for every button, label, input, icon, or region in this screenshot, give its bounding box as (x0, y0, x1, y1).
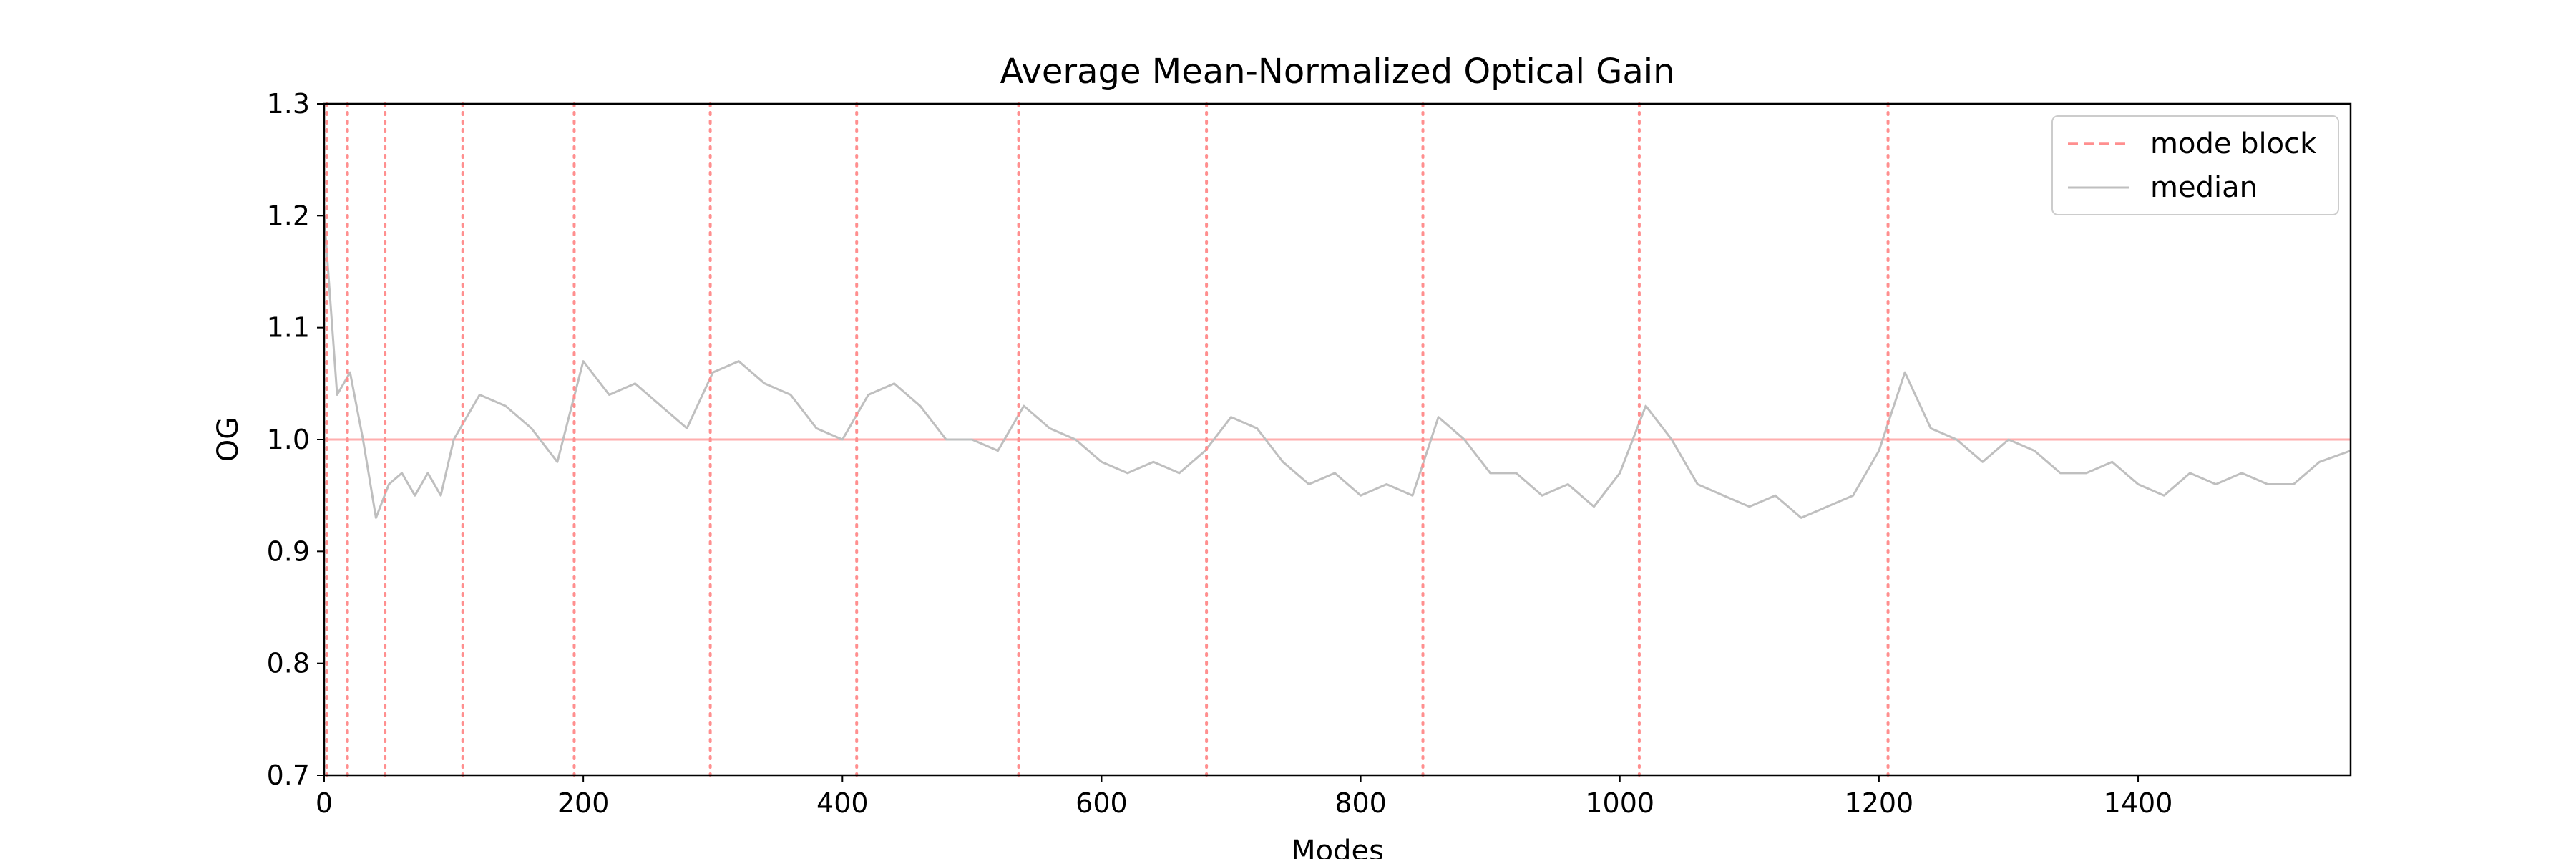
plot-area (323, 102, 2351, 777)
x-tick-label: 1000 (1585, 787, 1654, 819)
x-tick-label: 1400 (2104, 787, 2173, 819)
legend-median-label: median (2150, 171, 2258, 204)
y-tick-label: 0.8 (267, 648, 310, 679)
chart-title: Average Mean-Normalized Optical Gain (1000, 52, 1674, 92)
x-tick-label: 200 (557, 787, 610, 819)
series-line-median (323, 215, 2351, 519)
y-axis-label: OG (212, 417, 245, 462)
y-tick-label: 1.2 (267, 200, 310, 231)
x-tick-label: 800 (1335, 787, 1387, 819)
y-tick-label: 0.9 (267, 535, 310, 567)
x-tick-label: 600 (1075, 787, 1128, 819)
y-tick-label: 1.1 (267, 312, 310, 344)
y-tick-label: 0.7 (267, 759, 310, 791)
y-tick-label: 1.0 (267, 424, 310, 455)
legend: mode block median (2051, 115, 2339, 215)
y-axis: 0.7 0.8 0.9 1.0 1.1 1.2 1.3 (267, 88, 324, 791)
x-axis: 0 200 400 600 800 1000 1200 1400 (316, 775, 2172, 819)
legend-frame (2051, 115, 2339, 215)
x-axis-label: Modes (1291, 835, 1384, 859)
x-tick-label: 0 (316, 787, 333, 819)
legend-mode-block-label: mode block (2150, 127, 2317, 160)
y-tick-label: 1.3 (267, 88, 310, 120)
x-tick-label: 1200 (1845, 787, 1914, 819)
x-tick-label: 400 (816, 787, 869, 819)
